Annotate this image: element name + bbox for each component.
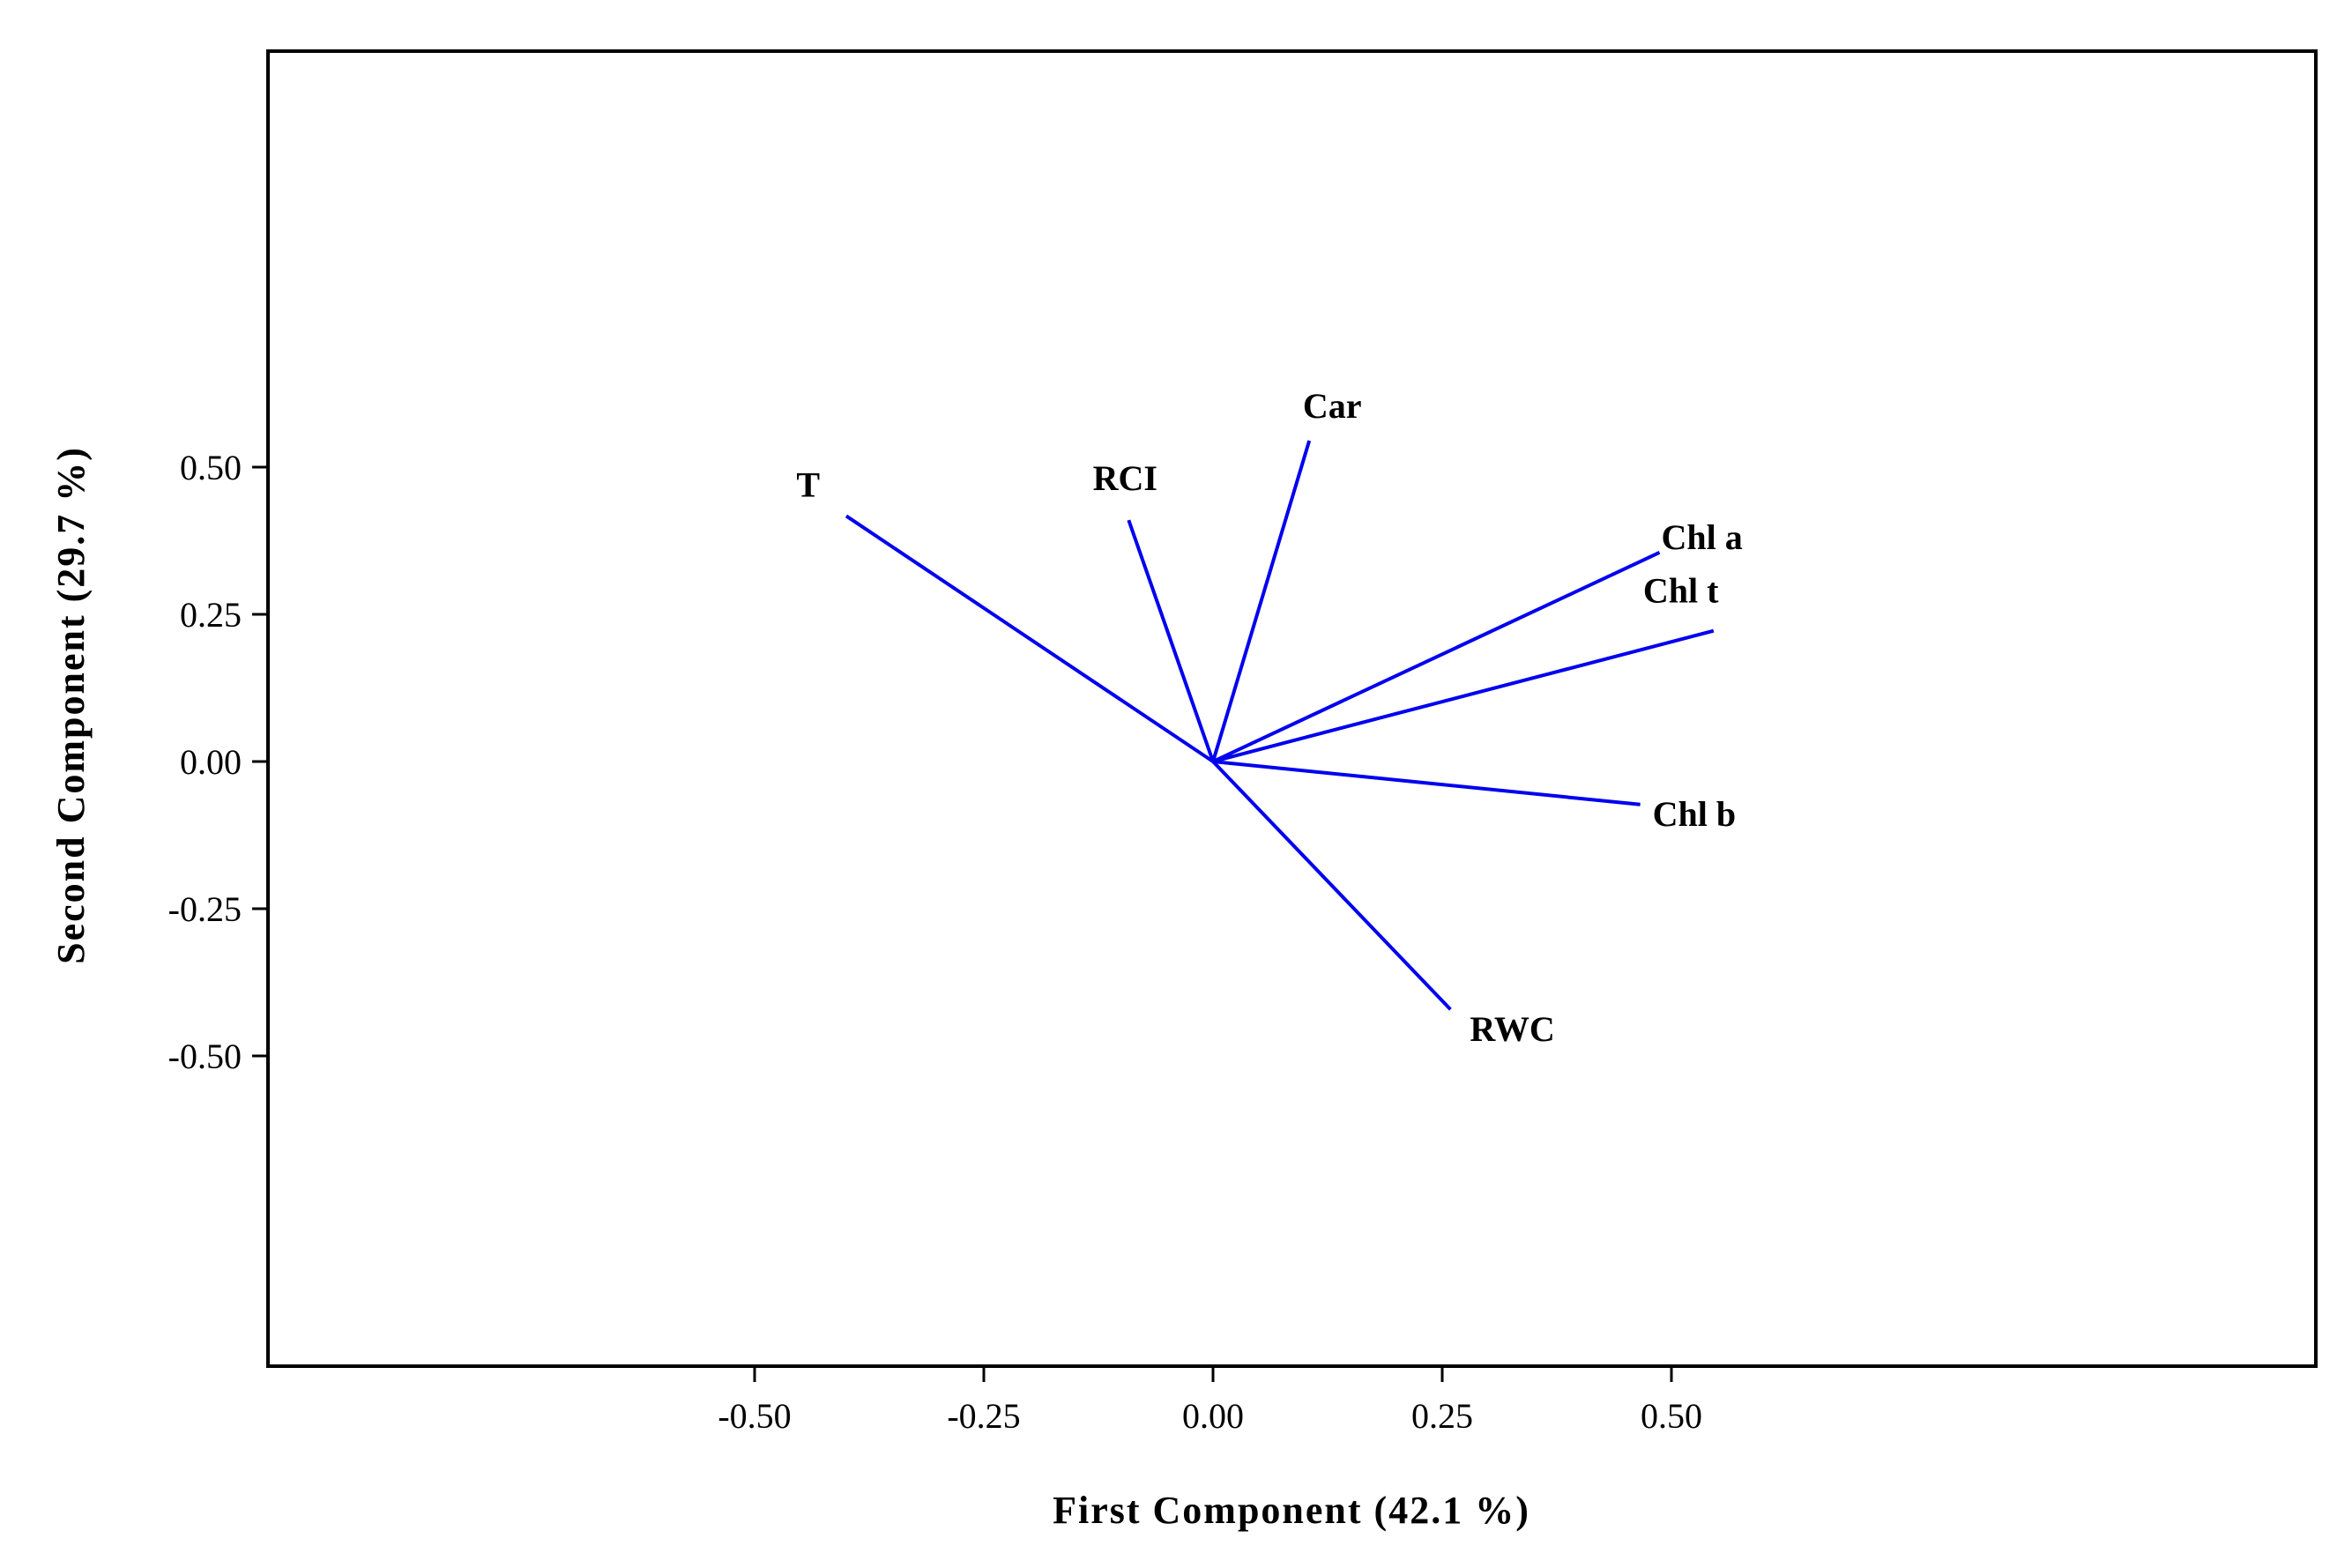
plot-frame [266, 49, 2318, 1368]
x-tick-label: 0.00 [1182, 1396, 1244, 1436]
x-tick-label: -0.50 [718, 1396, 791, 1436]
loading-vector-line [845, 514, 1215, 763]
y-tick-label: 0.25 [180, 595, 242, 635]
loading-vector-line [1212, 760, 1641, 806]
loading-vectors: T RCI Car Chl a Chl t Chl b RWC [796, 386, 1742, 1049]
loading-vector-line [1127, 519, 1215, 762]
loading-vector-label: Car [1303, 386, 1362, 426]
y-tick-label: 0.50 [180, 448, 242, 487]
y-tick-label: 0.00 [180, 742, 242, 782]
loading-vector-label: Chl a [1661, 517, 1742, 557]
loading-vector-line [1211, 760, 1452, 1011]
loading-vector-line [1212, 551, 1661, 763]
x-tick-label: 0.50 [1641, 1396, 1702, 1436]
loading-vector-label: Chl t [1643, 571, 1719, 611]
loading-vector-label: RWC [1470, 1009, 1554, 1049]
loading-vector-line [1212, 628, 1715, 763]
y-tick-label: -0.25 [168, 889, 242, 929]
x-axis-title: First Component (42.1 %) [1053, 1489, 1530, 1532]
axis-ticks: -0.50 -0.25 0.00 0.25 0.50 -0.50 -0.25 0.00 0.25… [168, 448, 1702, 1436]
y-axis-title: Second Component (29.7 %) [49, 446, 93, 964]
loading-vector-label: T [796, 464, 820, 504]
loading-vector-label: RCI [1093, 458, 1157, 498]
x-tick-label: 0.25 [1411, 1396, 1473, 1436]
y-tick-label: -0.50 [168, 1037, 242, 1076]
loading-vector-label: Chl b [1653, 794, 1737, 834]
x-tick-label: -0.25 [947, 1396, 1020, 1436]
loading-vector-line [1211, 440, 1312, 762]
